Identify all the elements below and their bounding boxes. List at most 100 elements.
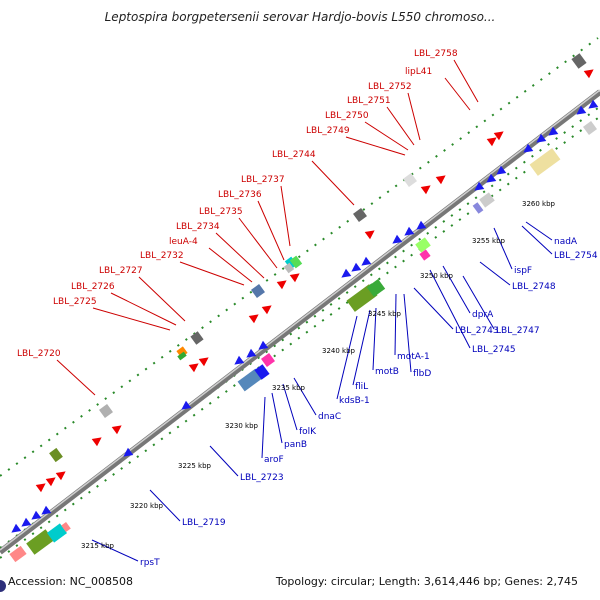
forward-gene-arrow bbox=[198, 357, 209, 367]
reverse-gene-arrow bbox=[41, 505, 52, 515]
reverse-label: nadA bbox=[554, 237, 578, 247]
forward-label: LBL_2725 bbox=[53, 297, 97, 307]
reverse-label: LBL_2754 bbox=[554, 251, 598, 261]
forward-leader bbox=[280, 185, 291, 247]
reverse-label: kdsB-1 bbox=[339, 396, 370, 406]
reverse-label: flbD bbox=[413, 369, 431, 379]
scale-label: 3225 kbp bbox=[178, 462, 212, 470]
forward-label: LBL_2750 bbox=[325, 111, 369, 121]
reverse-gene-arrow bbox=[258, 340, 269, 350]
gene-box bbox=[47, 523, 67, 543]
leader-lines bbox=[56, 59, 553, 562]
reverse-leader bbox=[462, 275, 495, 330]
scale-label: 3220 kbp bbox=[130, 502, 164, 510]
forward-leader bbox=[110, 292, 177, 326]
forward-gene-arrow bbox=[420, 185, 431, 195]
forward-label: LBL_2736 bbox=[218, 190, 262, 200]
reverse-gene-arrow bbox=[392, 234, 403, 244]
reverse-label: LBL_2748 bbox=[512, 282, 556, 292]
scale-label: 3240 kbp bbox=[322, 347, 356, 355]
reverse-leader bbox=[521, 225, 553, 255]
reverse-label: LBL_2747 bbox=[496, 326, 540, 336]
reverse-leader bbox=[352, 309, 371, 386]
gene-box bbox=[190, 331, 204, 345]
reverse-gene-arrow bbox=[246, 348, 257, 358]
forward-label: leuA-4 bbox=[169, 237, 198, 247]
forward-label: LBL_2732 bbox=[140, 251, 184, 261]
forward-label: LBL_2727 bbox=[99, 266, 143, 276]
reverse-leader bbox=[372, 307, 377, 371]
reverse-label: panB bbox=[284, 440, 307, 450]
reverse-label: fliL bbox=[355, 382, 368, 392]
reverse-gene-arrow bbox=[523, 143, 534, 153]
accession-text: Accession: NC_008508 bbox=[8, 575, 134, 588]
reverse-label: LBL_2723 bbox=[240, 473, 284, 483]
reverse-gene-arrow bbox=[181, 400, 192, 410]
reverse-leader bbox=[336, 315, 358, 400]
forward-gene-arrow bbox=[248, 314, 259, 324]
forward-label: lipL41 bbox=[405, 67, 432, 77]
gene-box bbox=[61, 522, 71, 532]
gene-box bbox=[237, 368, 263, 392]
scale-label: 3255 kbp bbox=[472, 237, 506, 245]
forward-leader bbox=[444, 77, 471, 111]
gene-box bbox=[177, 351, 187, 361]
reverse-label: motB bbox=[375, 367, 399, 377]
forward-gene-arrow bbox=[55, 471, 66, 481]
reverse-leader bbox=[209, 445, 239, 477]
forward-leader bbox=[208, 247, 253, 283]
forward-leader bbox=[179, 261, 245, 286]
forward-gene-arrow bbox=[493, 131, 504, 141]
reverse-leader bbox=[413, 287, 454, 330]
gene-box bbox=[419, 249, 431, 261]
gene-box bbox=[261, 353, 275, 367]
gene-box bbox=[366, 279, 386, 297]
scale-label: 3235 kbp bbox=[272, 384, 306, 392]
reverse-label: motA-1 bbox=[397, 352, 430, 362]
gene-box bbox=[479, 192, 495, 208]
forward-label: LBL_2737 bbox=[241, 175, 285, 185]
reverse-gene-arrow bbox=[341, 268, 352, 278]
gene-box bbox=[9, 545, 27, 563]
corner-marker bbox=[0, 580, 6, 592]
reverse-leader bbox=[282, 383, 298, 431]
forward-leader bbox=[238, 217, 278, 269]
gene-box bbox=[254, 364, 270, 380]
reverse-label: rpsT bbox=[140, 558, 160, 568]
forward-gene-arrow bbox=[486, 137, 497, 147]
scale-label: 3215 kbp bbox=[81, 542, 115, 550]
reverse-leader bbox=[525, 221, 553, 241]
reverse-leader bbox=[442, 265, 471, 314]
backbone-highlight bbox=[0, 89, 600, 551]
gene-box bbox=[472, 202, 484, 214]
reverse-gene-arrow bbox=[416, 220, 427, 230]
forward-leader bbox=[257, 200, 285, 261]
forward-leader bbox=[364, 121, 409, 151]
gene-box bbox=[49, 447, 63, 463]
reverse-gene-arrow bbox=[576, 105, 587, 115]
gene-box bbox=[403, 173, 417, 187]
gene-box bbox=[289, 255, 303, 269]
gene-box bbox=[571, 53, 587, 69]
reverse-leader bbox=[293, 377, 317, 416]
reverse-label: ispF bbox=[514, 266, 532, 276]
forward-leader bbox=[56, 359, 96, 396]
reverse-leader bbox=[261, 396, 266, 459]
lower-tick-track-2 bbox=[0, 107, 599, 549]
gene-box bbox=[353, 208, 367, 222]
reverse-gene-arrow bbox=[496, 165, 507, 175]
reverse-label: LBL_2745 bbox=[472, 345, 516, 355]
upper-tick-track bbox=[0, 37, 599, 477]
reverse-gene-arrow bbox=[234, 355, 245, 365]
forward-leader bbox=[215, 232, 265, 279]
reverse-label: LBL_2743 bbox=[455, 326, 499, 336]
forward-label: LBL_2749 bbox=[306, 126, 350, 136]
reverse-gene-arrow bbox=[351, 262, 362, 272]
gene-box bbox=[415, 237, 431, 253]
topology-text: Topology: circular; Length: 3,614,446 bp… bbox=[275, 575, 578, 588]
scale-label: 3250 kbp bbox=[420, 272, 454, 280]
map-title: Leptospira borgpetersenii serovar Hardjo… bbox=[104, 10, 496, 24]
forward-gene-arrow bbox=[188, 363, 199, 373]
scale-label: 3230 kbp bbox=[225, 422, 259, 430]
gene-box bbox=[583, 121, 597, 135]
